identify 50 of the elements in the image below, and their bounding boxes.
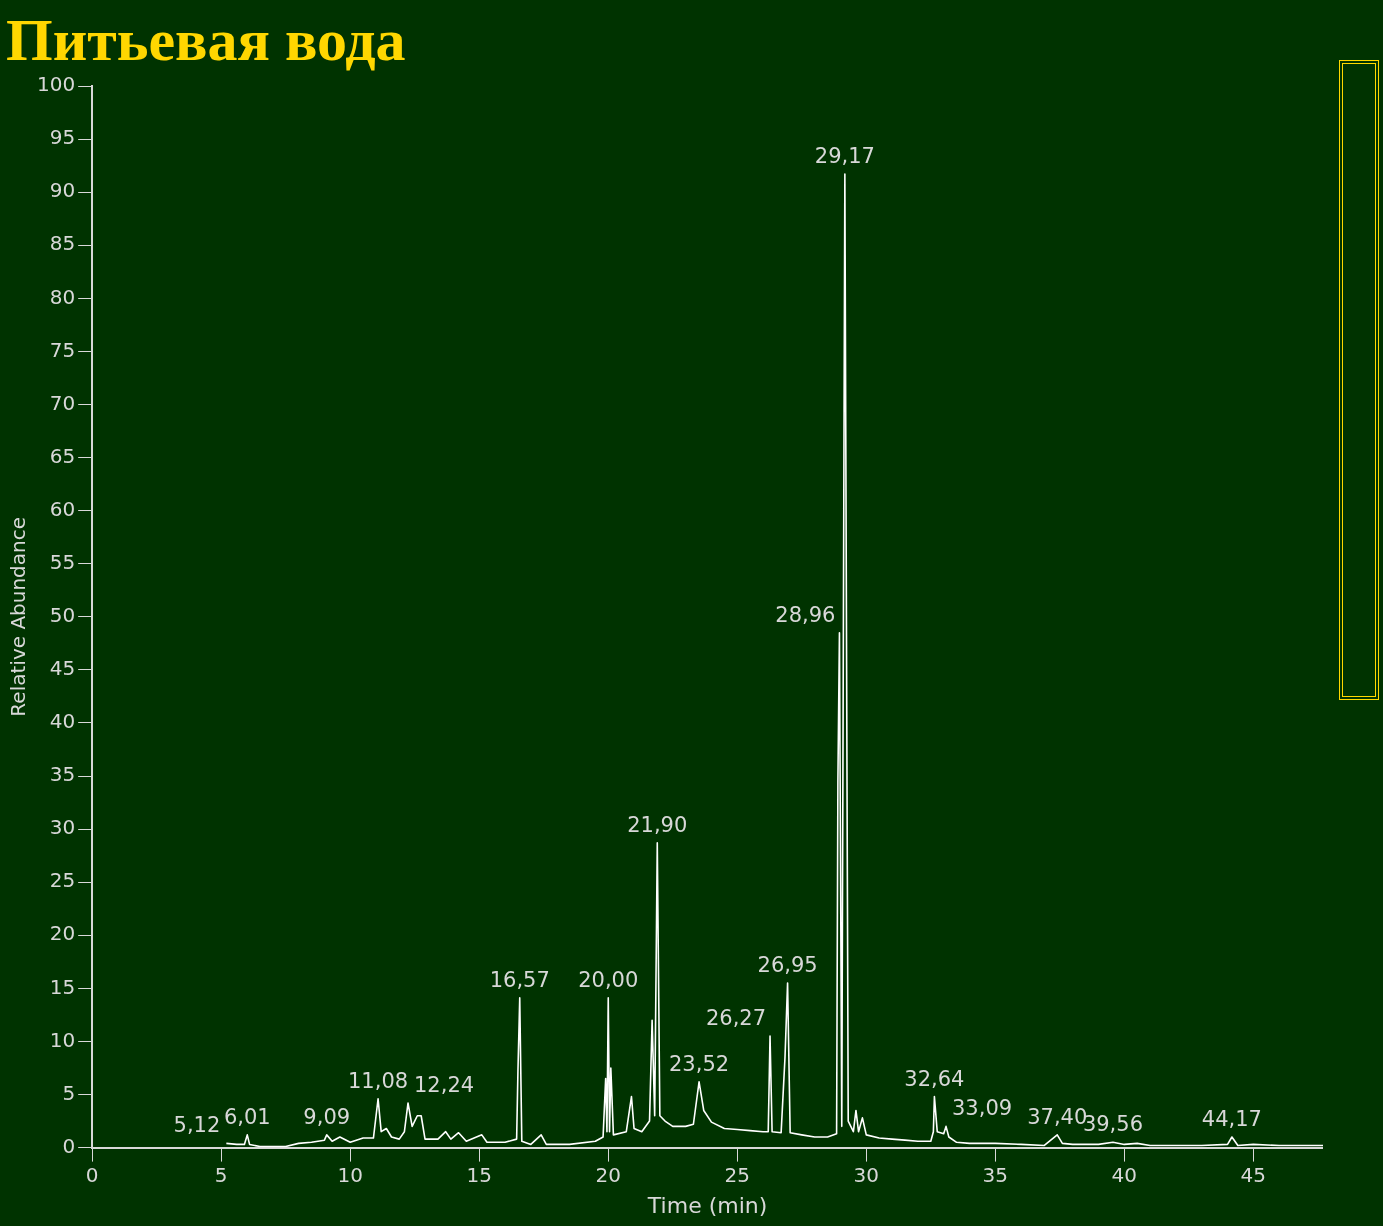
x-tick-label: 25 xyxy=(724,1162,750,1187)
annotation: 23,52 xyxy=(669,1051,730,1076)
x-tick-label: 40 xyxy=(1111,1162,1138,1187)
x-axis-title: Time (min) xyxy=(646,1192,768,1218)
chart-title: Питьевая вода xyxy=(6,6,406,73)
annotation: 33,09 xyxy=(952,1096,1013,1121)
annotation: 12,24 xyxy=(414,1072,475,1097)
x-tick-label: 30 xyxy=(853,1162,879,1187)
y-tick-label: 95 xyxy=(49,125,76,150)
y-tick-label: 65 xyxy=(49,443,76,468)
annotation: 20,00 xyxy=(578,967,639,992)
y-axis-title: Relative Abundance xyxy=(6,516,31,717)
y-tick-label: 35 xyxy=(49,762,76,787)
annotation: 11,08 xyxy=(348,1068,409,1093)
y-tick-label: 0 xyxy=(62,1133,76,1158)
y-tick-label: 75 xyxy=(49,337,76,362)
annotation: 26,95 xyxy=(757,953,818,978)
y-tick-label: 30 xyxy=(49,815,76,840)
annotation: 5,12 xyxy=(173,1113,221,1138)
annotation: 9,09 xyxy=(303,1104,351,1129)
x-tick-label: 15 xyxy=(466,1162,492,1187)
y-tick-label: 85 xyxy=(49,231,76,256)
annotation: 44,17 xyxy=(1201,1106,1262,1131)
annotation: 28,96 xyxy=(775,602,836,627)
annotation: 21,90 xyxy=(627,812,688,837)
y-tick-label: 50 xyxy=(49,603,76,627)
y-tick-label: 15 xyxy=(49,974,76,999)
x-tick-label: 5 xyxy=(214,1162,228,1187)
annotation: 29,17 xyxy=(814,144,875,169)
x-tick-label: 10 xyxy=(337,1162,363,1187)
y-tick-label: 60 xyxy=(49,496,76,521)
y-tick-label: 70 xyxy=(49,390,76,415)
y-tick-label: 80 xyxy=(49,284,76,309)
annotation: 16,57 xyxy=(489,967,550,992)
y-tick-label: 90 xyxy=(49,178,76,203)
y-tick-label: 10 xyxy=(49,1027,76,1052)
y-tick-label: 40 xyxy=(49,709,76,734)
y-tick-label: 25 xyxy=(49,868,76,893)
x-tick-label: 45 xyxy=(1240,1162,1267,1187)
annotation: 26,27 xyxy=(705,1006,767,1031)
y-tick-label: 5 xyxy=(62,1080,76,1105)
x-tick-label: 20 xyxy=(595,1162,621,1187)
annotation: 32,64 xyxy=(904,1066,965,1091)
y-tick-label: 100 xyxy=(36,72,76,97)
y-tick-label: 20 xyxy=(49,921,76,946)
y-tick-label: 55 xyxy=(49,549,76,574)
x-tick-label: 35 xyxy=(982,1162,1009,1187)
y-tick-label: 45 xyxy=(49,656,76,681)
x-tick-label: 0 xyxy=(85,1162,99,1187)
annotation: 6,01 xyxy=(223,1104,271,1129)
